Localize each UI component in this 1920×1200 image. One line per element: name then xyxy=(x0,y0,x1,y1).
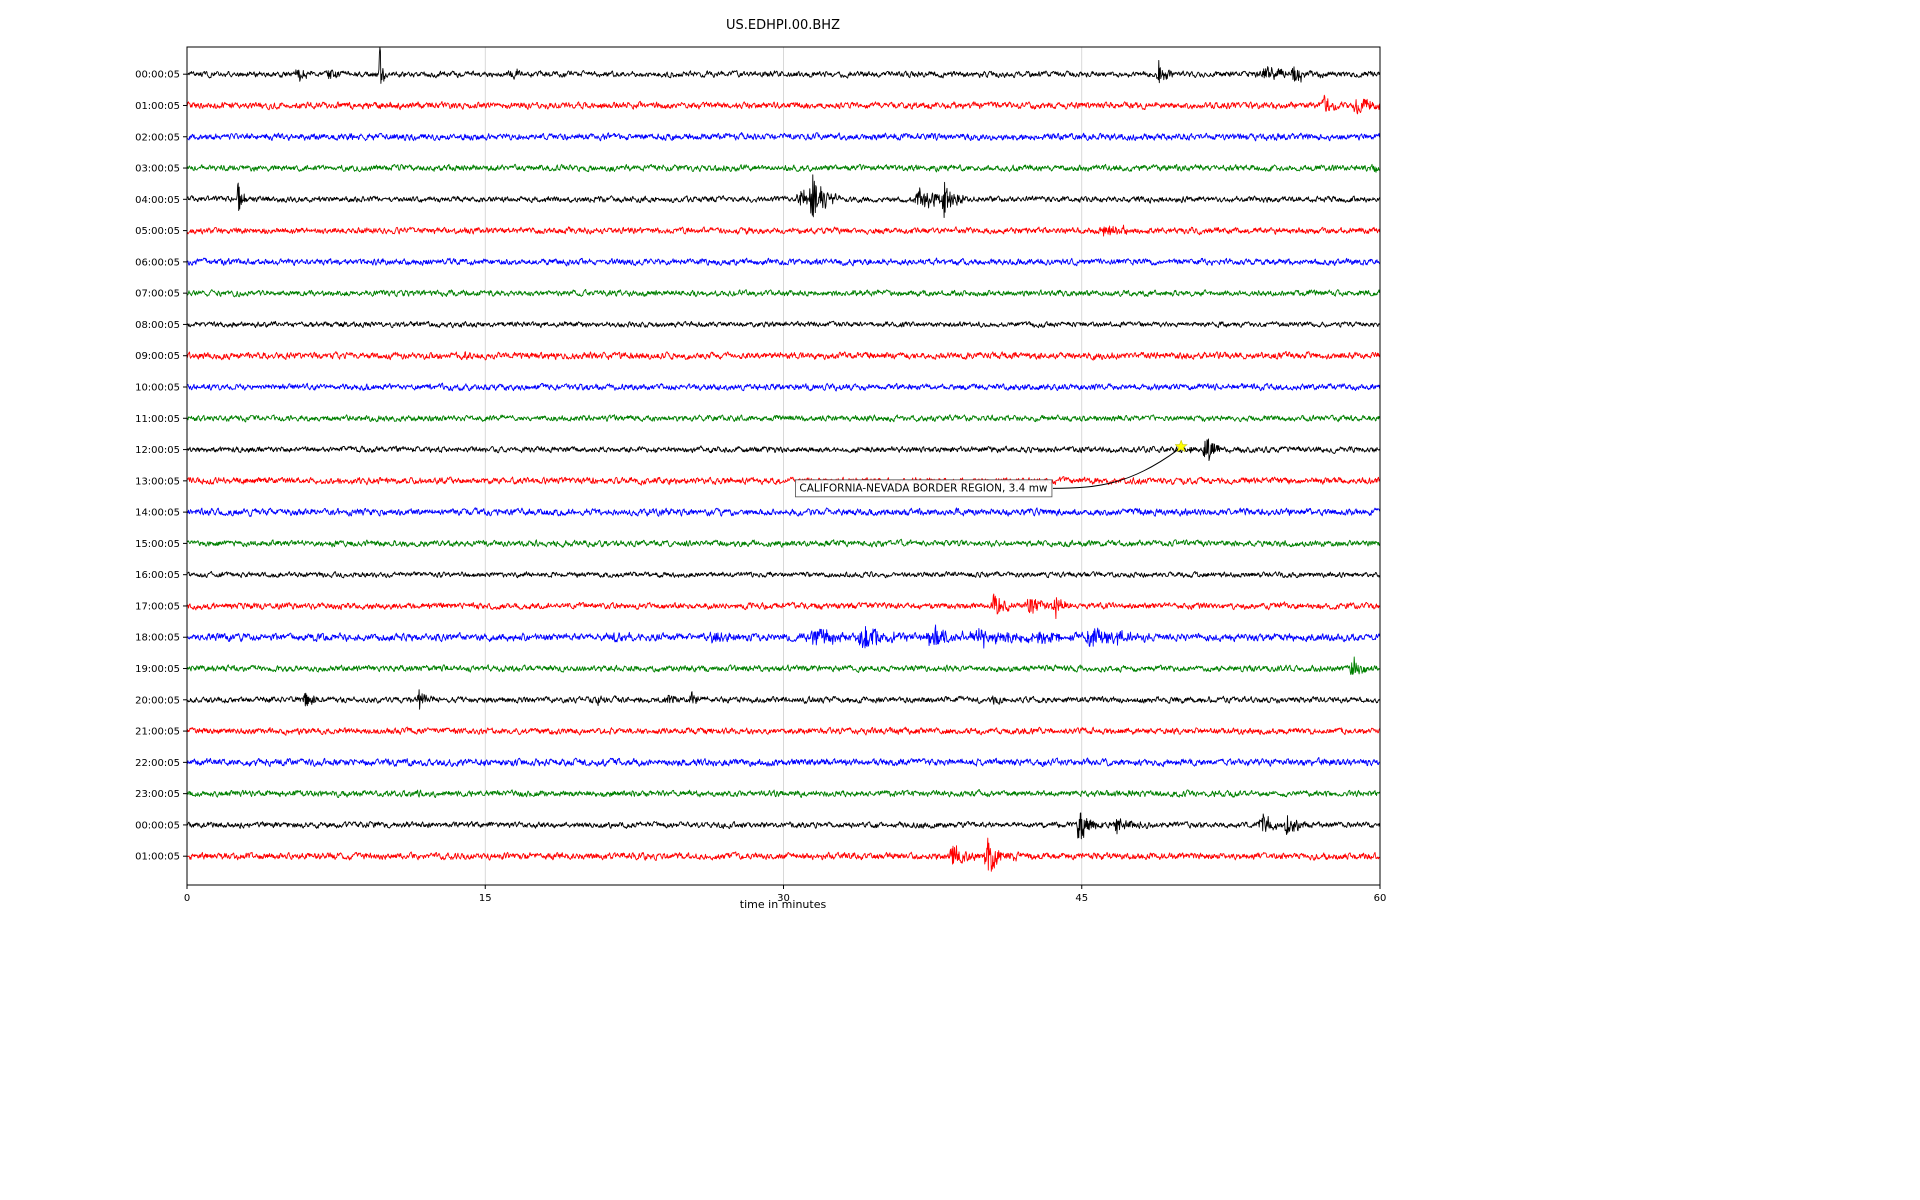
trace-row xyxy=(186,812,1381,840)
trace-row xyxy=(187,132,1381,142)
trace-row xyxy=(186,476,1381,486)
row-label: 07:00:05 xyxy=(135,289,180,300)
trace-row xyxy=(186,538,1381,548)
row-label: 01:00:05 xyxy=(135,101,180,112)
grid-lines xyxy=(484,47,1083,885)
row-label: 00:00:05 xyxy=(135,70,180,81)
x-tick-label: 15 xyxy=(479,893,492,904)
trace-row xyxy=(186,414,1381,423)
row-label: 05:00:05 xyxy=(135,226,180,237)
row-label: 12:00:05 xyxy=(135,445,180,456)
trace-row xyxy=(186,224,1381,237)
trace-row xyxy=(186,350,1381,361)
annotation-text: CALIFORNIA-NEVADA BORDER REGION, 3.4 mw xyxy=(799,482,1048,494)
x-tick-label: 45 xyxy=(1075,893,1088,904)
trace-row xyxy=(186,689,1381,710)
trace-row xyxy=(186,789,1381,798)
trace-row xyxy=(186,507,1381,518)
row-label: 19:00:05 xyxy=(135,664,180,675)
row-label: 09:00:05 xyxy=(135,351,180,362)
trace-row xyxy=(186,163,1381,173)
trace-row xyxy=(186,288,1381,298)
row-label: 06:00:05 xyxy=(135,257,180,268)
trace-row xyxy=(186,438,1381,462)
row-label: 03:00:05 xyxy=(135,164,180,175)
row-label: 08:00:05 xyxy=(135,320,180,331)
row-label: 10:00:05 xyxy=(135,383,180,394)
row-label: 01:00:05 xyxy=(135,852,180,863)
row-label: 18:00:05 xyxy=(135,633,180,644)
row-label: 00:00:05 xyxy=(135,820,180,831)
trace-row xyxy=(186,624,1381,649)
x-axis: 0 15 30 45 60 xyxy=(184,885,1387,904)
annotation-box xyxy=(795,479,1053,498)
chart-title: US.EDHPI.00.BHZ xyxy=(726,18,840,33)
trace-row xyxy=(186,382,1381,392)
trace-row xyxy=(186,94,1381,115)
trace-row xyxy=(186,726,1381,736)
row-label: 13:00:05 xyxy=(135,476,180,487)
x-tick-label: 30 xyxy=(777,893,790,904)
trace-row xyxy=(186,656,1381,675)
trace-row xyxy=(186,257,1381,267)
x-tick-label: 60 xyxy=(1374,893,1387,904)
x-axis-label: time in minutes xyxy=(740,898,827,911)
trace-row xyxy=(186,757,1381,768)
event-star-icon xyxy=(1174,439,1189,453)
row-label: 15:00:05 xyxy=(135,539,180,550)
trace-row xyxy=(186,174,1381,218)
row-label: 02:00:05 xyxy=(135,132,180,143)
row-label: 11:00:05 xyxy=(135,414,180,425)
row-label: 16:00:05 xyxy=(135,570,180,581)
row-label: 17:00:05 xyxy=(135,601,180,612)
row-label: 23:00:05 xyxy=(135,789,180,800)
row-label: 14:00:05 xyxy=(135,508,180,519)
row-label: 22:00:05 xyxy=(135,758,180,769)
plot-border xyxy=(186,46,1381,886)
trace-row xyxy=(186,570,1381,579)
trace-row xyxy=(186,320,1381,329)
row-label: 20:00:05 xyxy=(135,695,180,706)
y-axis-row-labels: 00:00:05 01:00:05 02:00:05 03:00:05 04:00:05… xyxy=(135,70,187,863)
row-label: 21:00:05 xyxy=(135,727,180,738)
row-label: 04:00:05 xyxy=(135,195,180,206)
x-tick-label: 0 xyxy=(184,893,190,904)
trace-rows xyxy=(186,47,1381,872)
trace-row xyxy=(186,593,1381,620)
trace-row xyxy=(186,47,1381,84)
trace-row xyxy=(186,837,1381,872)
annotation-leader-line xyxy=(1052,449,1179,489)
event-annotation: CALIFORNIA-NEVADA BORDER REGION, 3.4 mw xyxy=(795,439,1189,498)
